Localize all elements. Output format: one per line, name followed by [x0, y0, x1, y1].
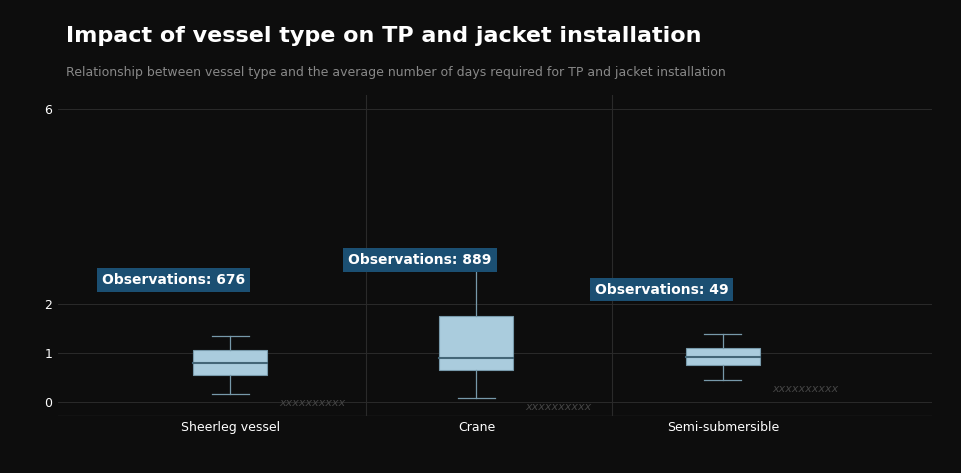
Text: xxxxxxxxxx: xxxxxxxxxx [772, 384, 838, 394]
Text: Impact of vessel type on TP and jacket installation: Impact of vessel type on TP and jacket i… [66, 26, 702, 46]
Text: Observations: 676: Observations: 676 [102, 273, 245, 287]
Text: Observations: 889: Observations: 889 [348, 254, 492, 267]
Text: Relationship between vessel type and the average number of days required for TP : Relationship between vessel type and the… [66, 67, 727, 79]
Text: Observations: 49: Observations: 49 [595, 282, 728, 297]
Text: xxxxxxxxxx: xxxxxxxxxx [280, 398, 346, 408]
Bar [439, 316, 513, 370]
Bar [686, 348, 760, 365]
Text: xxxxxxxxxx: xxxxxxxxxx [526, 402, 592, 412]
Bar [193, 350, 267, 375]
